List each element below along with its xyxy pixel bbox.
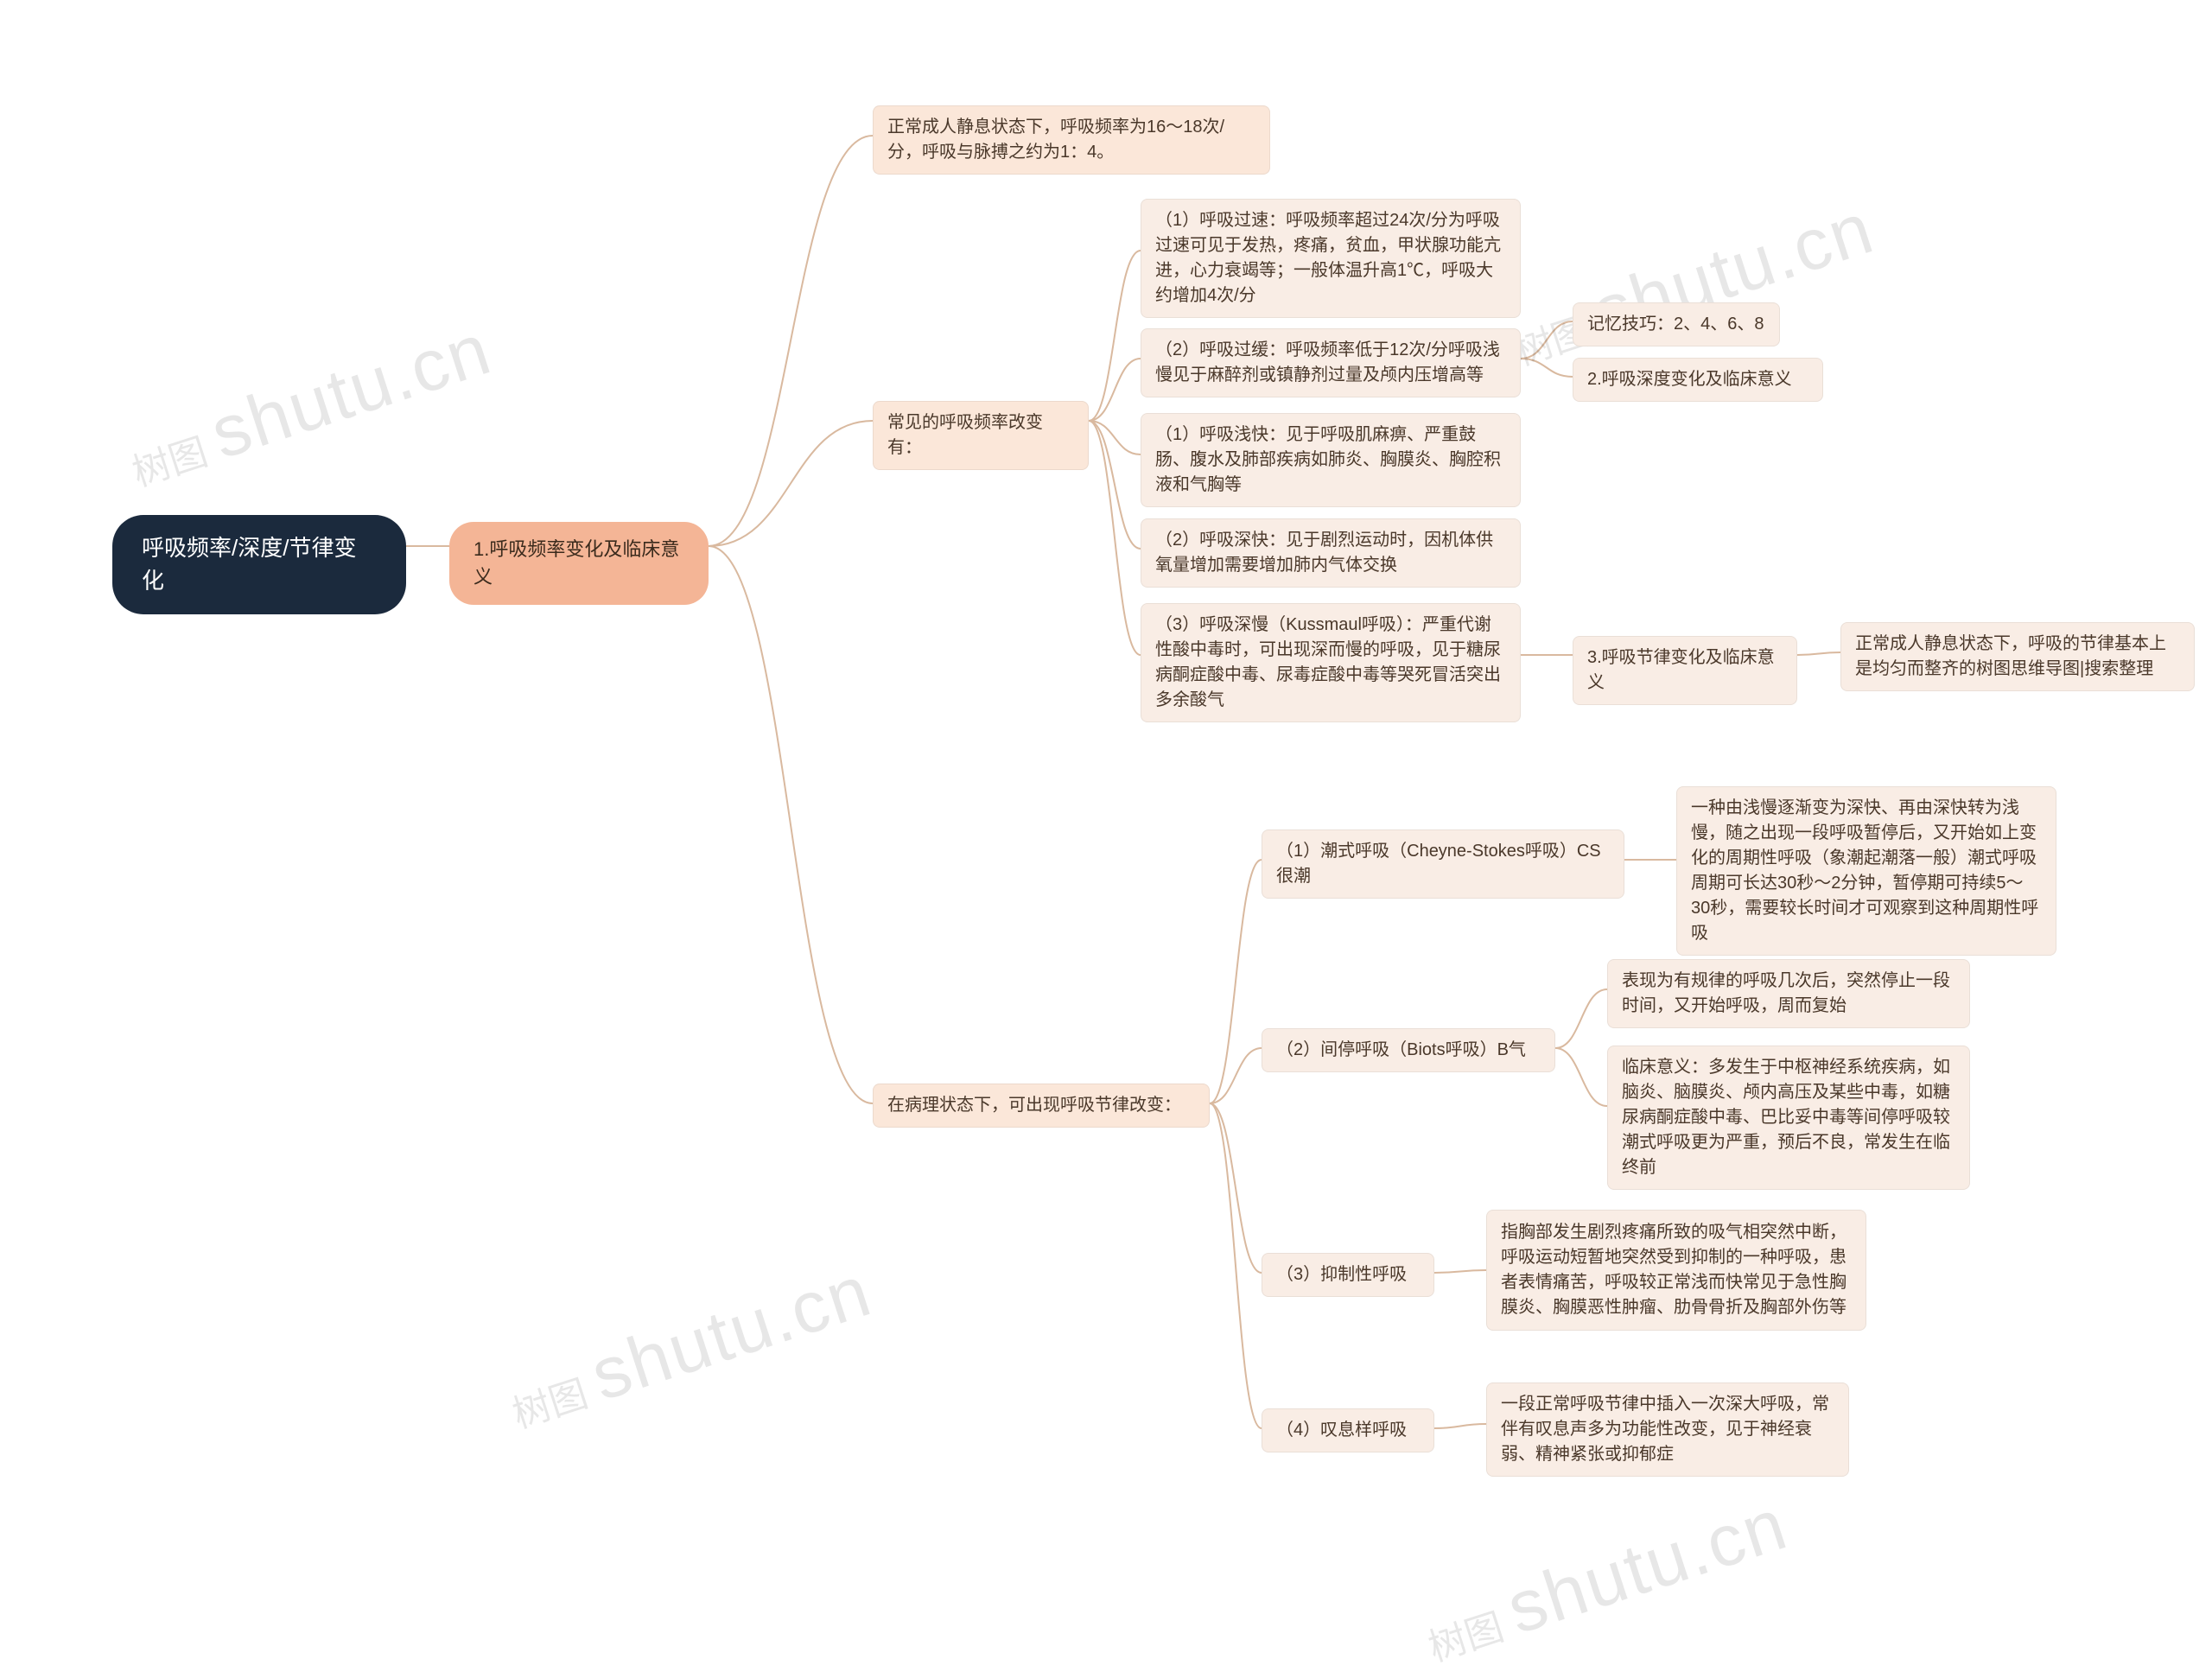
leaf-node[interactable]: （1）呼吸过速：呼吸频率超过24次/分为呼吸过速可见于发热，疼痛，贫血，甲状腺功… [1141, 199, 1521, 318]
leaf-node[interactable]: 2.呼吸深度变化及临床意义 [1573, 358, 1823, 402]
leaf-node[interactable]: （2）呼吸深快：见于剧烈运动时，因机体供氧量增加需要增加肺内气体交换 [1141, 518, 1521, 588]
leaf-node[interactable]: 正常成人静息状态下，呼吸频率为16～18次/分，呼吸与脉搏之约为1：4。 [873, 105, 1270, 175]
leaf-node[interactable]: 记忆技巧：2、4、6、8 [1573, 302, 1780, 346]
watermark: 树图shutu.cn [118, 307, 501, 503]
mindmap-canvas: 树图shutu.cn 树图shutu.cn 树图shutu.cn 树图shutu… [0, 0, 2212, 1572]
leaf-node[interactable]: 正常成人静息状态下，呼吸的节律基本上是均匀而整齐的树图思维导图|搜索整理 [1840, 622, 2195, 691]
watermark: 树图shutu.cn [1500, 186, 1884, 382]
leaf-node[interactable]: 一种由浅慢逐渐变为深快、再由深快转为浅慢，随之出现一段呼吸暂停后，又开始如上变化… [1676, 786, 2056, 956]
leaf-node[interactable]: 一段正常呼吸节律中插入一次深大呼吸，常伴有叹息声多为功能性改变，见于神经衰弱、精… [1486, 1382, 1849, 1477]
branch-node[interactable]: （2）间停呼吸（Biots呼吸）B气 [1262, 1028, 1555, 1072]
leaf-node[interactable]: 临床意义：多发生于中枢神经系统疾病，如脑炎、脑膜炎、颅内高压及某些中毒，如糖尿病… [1607, 1046, 1970, 1190]
branch-node[interactable]: （3）抑制性呼吸 [1262, 1253, 1434, 1297]
leaf-node[interactable]: 指胸部发生剧烈疼痛所致的吸气相突然中断，呼吸运动短暂地突然受到抑制的一种呼吸，患… [1486, 1210, 1866, 1331]
branch-node[interactable]: 1.呼吸频率变化及临床意义 [449, 522, 709, 605]
leaf-node[interactable]: 表现为有规律的呼吸几次后，突然停止一段时间，又开始呼吸，周而复始 [1607, 959, 1970, 1028]
branch-node[interactable]: 在病理状态下，可出现呼吸节律改变： [873, 1084, 1210, 1128]
branch-node[interactable]: （4）叹息样呼吸 [1262, 1408, 1434, 1452]
branch-node[interactable]: 常见的呼吸频率改变有： [873, 401, 1089, 470]
watermark: 树图shutu.cn [1414, 1482, 1797, 1678]
branch-node[interactable]: （1）潮式呼吸（Cheyne-Stokes呼吸）CS很潮 [1262, 829, 1624, 899]
branch-node[interactable]: （3）呼吸深慢（Kussmaul呼吸）：严重代谢性酸中毒时，可出现深而慢的呼吸，… [1141, 603, 1521, 722]
leaf-node[interactable]: （1）呼吸浅快：见于呼吸肌麻痹、严重鼓肠、腹水及肺部疾病如肺炎、胸膜炎、胸腔积液… [1141, 413, 1521, 507]
branch-node[interactable]: （2）呼吸过缓：呼吸频率低于12次/分呼吸浅慢见于麻醉剂或镇静剂过量及颅内压增高… [1141, 328, 1521, 397]
watermark: 树图shutu.cn [498, 1249, 881, 1445]
branch-node[interactable]: 3.呼吸节律变化及临床意义 [1573, 636, 1797, 705]
root-node[interactable]: 呼吸频率/深度/节律变化 [112, 515, 406, 614]
